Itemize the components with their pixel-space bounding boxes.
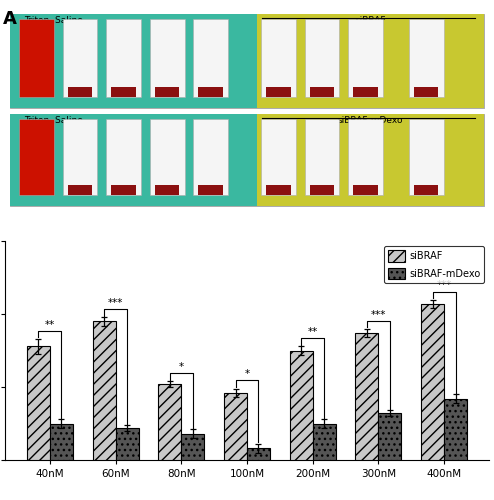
- Bar: [348, 19, 383, 97]
- Bar: [106, 19, 141, 97]
- Bar: [10, 114, 484, 206]
- Bar: [68, 186, 92, 196]
- Text: Triton  Saline: Triton Saline: [24, 16, 83, 25]
- Bar: [93, 322, 116, 460]
- Bar: [10, 114, 257, 206]
- Bar: [261, 19, 296, 97]
- Bar: [266, 87, 290, 97]
- Bar: [10, 14, 257, 108]
- Bar: [106, 118, 141, 196]
- Bar: [68, 87, 92, 97]
- Bar: [19, 19, 54, 97]
- Legend: siBRAF, siBRAF-mDexo: siBRAF, siBRAF-mDexo: [384, 246, 484, 284]
- Bar: [116, 428, 139, 460]
- Bar: [261, 118, 296, 196]
- Bar: [27, 346, 50, 460]
- Bar: [150, 118, 185, 196]
- Bar: [409, 19, 444, 97]
- Bar: [313, 424, 336, 460]
- Text: ***: ***: [370, 310, 386, 320]
- Bar: [63, 19, 97, 97]
- Bar: [181, 434, 205, 460]
- Bar: [378, 414, 401, 460]
- Text: siBRAF-mDexo: siBRAF-mDexo: [338, 116, 403, 125]
- Bar: [305, 118, 339, 196]
- Text: *: *: [179, 362, 184, 372]
- Bar: [19, 118, 54, 196]
- Bar: [353, 186, 378, 196]
- Text: ***: ***: [108, 298, 124, 308]
- Bar: [355, 333, 378, 460]
- Bar: [155, 87, 179, 97]
- Text: *: *: [245, 370, 249, 380]
- Bar: [10, 14, 484, 108]
- Bar: [257, 14, 484, 108]
- Bar: [224, 393, 247, 460]
- Bar: [50, 424, 73, 460]
- Bar: [111, 87, 136, 97]
- Text: siBRAF: siBRAF: [355, 16, 386, 25]
- Bar: [111, 186, 136, 196]
- Text: **: **: [45, 320, 55, 330]
- Bar: [155, 186, 179, 196]
- Bar: [409, 118, 444, 196]
- Bar: [353, 87, 378, 97]
- Bar: [348, 118, 383, 196]
- Bar: [266, 186, 290, 196]
- Bar: [193, 118, 228, 196]
- Bar: [421, 304, 444, 460]
- Bar: [199, 186, 223, 196]
- Bar: [444, 398, 467, 460]
- Bar: [414, 186, 438, 196]
- Text: A: A: [2, 10, 16, 28]
- Text: ***: ***: [436, 280, 452, 290]
- Bar: [158, 384, 181, 460]
- Bar: [247, 448, 270, 460]
- Bar: [257, 114, 484, 206]
- Bar: [63, 118, 97, 196]
- Text: **: **: [308, 327, 318, 337]
- Text: Triton  Saline: Triton Saline: [24, 116, 83, 125]
- Bar: [199, 87, 223, 97]
- Bar: [193, 19, 228, 97]
- Bar: [305, 19, 339, 97]
- Bar: [289, 350, 313, 460]
- Bar: [310, 87, 334, 97]
- Bar: [150, 19, 185, 97]
- Bar: [310, 186, 334, 196]
- Bar: [414, 87, 438, 97]
